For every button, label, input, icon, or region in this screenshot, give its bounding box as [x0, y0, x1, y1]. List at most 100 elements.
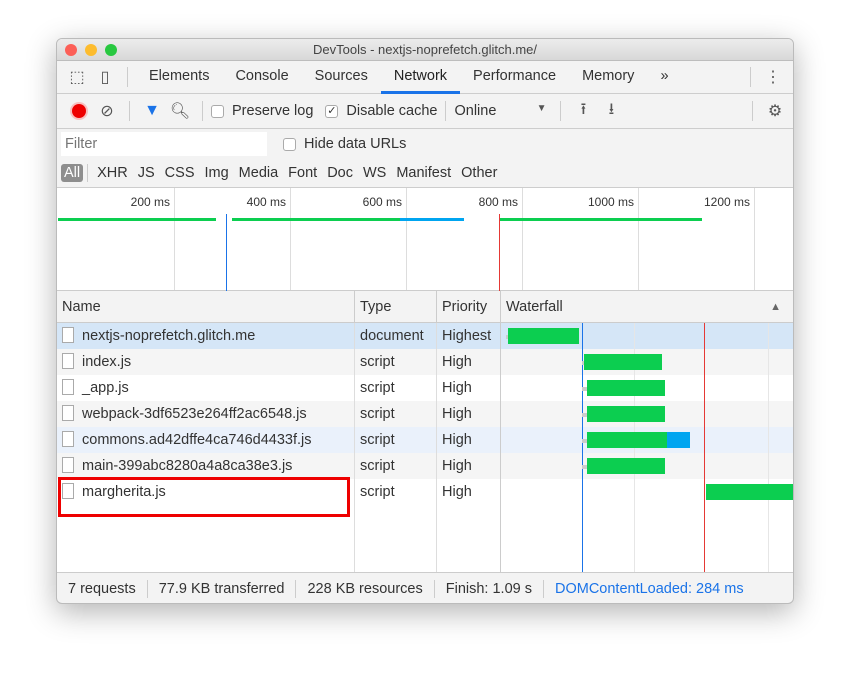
request-name[interactable]: _app.js: [57, 375, 354, 401]
hide-data-urls-checkbox[interactable]: [283, 137, 296, 151]
disable-cache-checkbox[interactable]: ✓: [325, 104, 339, 118]
type-filter-ws[interactable]: WS: [362, 165, 387, 181]
waterfall-wait-bar: [582, 413, 587, 417]
request-priority: High: [442, 354, 472, 370]
finish-time: Finish: 1.09 s: [435, 580, 544, 598]
preserve-log-checkbox[interactable]: [211, 104, 224, 118]
request-priority: High: [442, 484, 472, 500]
zoom-window-button[interactable]: [105, 44, 117, 56]
type-filter-manifest[interactable]: Manifest: [396, 165, 452, 181]
waterfall-wait-bar: [582, 439, 587, 443]
clear-icon[interactable]: ⊘: [100, 103, 114, 120]
record-icon[interactable]: [65, 97, 93, 125]
type-filter-all[interactable]: All: [61, 164, 84, 182]
tab-network[interactable]: Network: [380, 61, 461, 94]
overview-bar: [400, 218, 464, 221]
type-filter-font[interactable]: Font: [288, 165, 318, 181]
column-header-name[interactable]: Name: [57, 291, 355, 323]
type-filter-doc[interactable]: Doc: [327, 165, 353, 181]
request-name[interactable]: index.js: [57, 349, 354, 375]
inspect-element-icon[interactable]: ⬚: [69, 69, 85, 86]
overview-bar: [58, 218, 216, 221]
request-name[interactable]: margherita.js: [57, 479, 354, 505]
type-filter-js[interactable]: JS: [137, 165, 155, 181]
dropdown-arrow-icon: ▼: [536, 103, 547, 114]
overview-gridline: [290, 188, 291, 290]
waterfall-extra-bar: [667, 432, 691, 448]
request-type: script: [360, 354, 395, 370]
table-row[interactable]: webpack-3df6523e264ff2ac6548.js script H…: [57, 401, 793, 427]
request-type: script: [360, 380, 395, 396]
waterfall-wait-bar: [582, 361, 584, 365]
requests-table: margherita.js script High main-399abc8280…: [57, 323, 793, 572]
export-har-icon[interactable]: ⭳: [608, 100, 615, 118]
file-icon: [62, 483, 74, 499]
table-header: Name Type Priority Waterfall ▲: [57, 291, 793, 323]
table-row[interactable]: index.js script High: [57, 349, 793, 375]
device-toolbar-icon[interactable]: ▯: [100, 69, 110, 86]
table-row[interactable]: main-399abc8280a4a8ca38e3.js script High: [57, 453, 793, 479]
overview-tick-label: 1000 ms: [587, 195, 634, 209]
request-name-text: nextjs-noprefetch.glitch.me: [82, 328, 256, 344]
search-icon[interactable]: 🔍︎: [169, 103, 191, 120]
kebab-menu-icon[interactable]: ⋮: [765, 69, 781, 86]
request-name-text: margherita.js: [82, 484, 166, 500]
tab-console[interactable]: Console: [235, 67, 289, 84]
load-marker: [498, 214, 500, 291]
request-name-text: webpack-3df6523e264ff2ac6548.js: [82, 406, 307, 422]
waterfall-download-bar: [705, 484, 793, 500]
request-name[interactable]: nextjs-noprefetch.glitch.me: [57, 323, 354, 349]
request-name-text: _app.js: [82, 380, 129, 396]
type-filter-img[interactable]: Img: [204, 165, 229, 181]
table-row[interactable]: nextjs-noprefetch.glitch.me document Hig…: [57, 323, 793, 349]
type-filter-media[interactable]: Media: [238, 165, 279, 181]
waterfall-download-bar: [586, 406, 665, 422]
disable-cache-label: Disable cache: [346, 103, 438, 119]
close-window-button[interactable]: [65, 44, 77, 56]
settings-gear-icon[interactable]: ⚙: [767, 103, 783, 120]
preserve-log-label: Preserve log: [232, 103, 314, 119]
overview-bar: [232, 218, 401, 221]
overview-gridline: [522, 188, 523, 290]
tab-memory[interactable]: Memory: [582, 67, 635, 84]
dcl-marker: [225, 214, 227, 291]
throttling-select[interactable]: Online ▼: [454, 103, 546, 119]
type-filter-xhr[interactable]: XHR: [97, 165, 128, 181]
type-filter-css[interactable]: CSS: [164, 165, 195, 181]
request-name[interactable]: webpack-3df6523e264ff2ac6548.js: [57, 401, 354, 427]
request-type: document: [360, 328, 424, 344]
column-header-priority[interactable]: Priority: [437, 291, 501, 323]
waterfall-wait-bar: [582, 465, 587, 469]
filter-icon[interactable]: ▼: [144, 102, 160, 119]
request-name[interactable]: main-399abc8280a4a8ca38e3.js: [57, 453, 354, 479]
column-header-waterfall[interactable]: Waterfall ▲: [501, 291, 793, 323]
request-name[interactable]: commons.ad42dffe4ca746d4433f.js: [57, 427, 354, 453]
overview-gridline: [174, 188, 175, 290]
minimize-window-button[interactable]: [85, 44, 97, 56]
filter-input[interactable]: [61, 132, 267, 156]
overview-tick-label: 600 ms: [362, 195, 402, 209]
waterfall-label: Waterfall: [506, 299, 563, 315]
waterfall-wait-bar: [582, 387, 587, 391]
overview-gridline: [638, 188, 639, 290]
table-row[interactable]: margherita.js script High: [57, 479, 793, 505]
request-name-text: main-399abc8280a4a8ca38e3.js: [82, 458, 293, 474]
file-icon: [62, 379, 74, 395]
sort-ascending-icon: ▲: [770, 301, 781, 313]
request-priority: High: [442, 380, 472, 396]
type-filter-other[interactable]: Other: [461, 165, 498, 181]
import-har-icon[interactable]: ⭱: [580, 100, 587, 118]
waterfall-gridline: [768, 323, 769, 572]
file-icon: [62, 405, 74, 421]
column-header-type[interactable]: Type: [355, 291, 437, 323]
table-row[interactable]: _app.js script High: [57, 375, 793, 401]
tab-sources[interactable]: Sources: [314, 67, 368, 84]
tab-elements[interactable]: Elements: [149, 67, 210, 84]
file-icon: [62, 457, 74, 473]
overview-tick-label: 400 ms: [246, 195, 286, 209]
waterfall-download-bar: [586, 458, 665, 474]
more-tabs-button[interactable]: »: [660, 67, 669, 84]
file-icon: [62, 327, 74, 343]
request-name-text: index.js: [82, 354, 132, 370]
tab-performance[interactable]: Performance: [473, 67, 557, 84]
